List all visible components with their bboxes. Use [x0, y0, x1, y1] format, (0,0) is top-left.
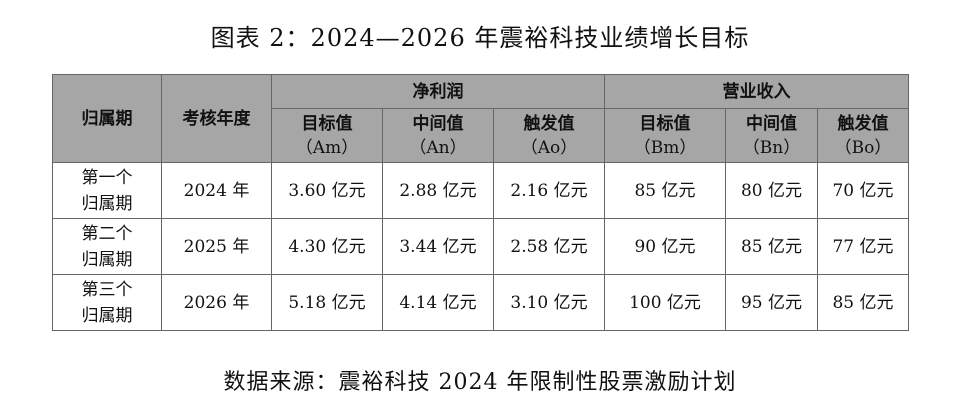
- header-period: 归属期: [52, 74, 162, 163]
- header-net-profit: 净利润: [270, 74, 606, 109]
- bm-cell: 90 亿元: [604, 218, 727, 275]
- period-line1: 第一个: [81, 167, 133, 188]
- year-cell: 2025 年: [161, 218, 272, 275]
- header-label: 触发值: [837, 113, 889, 134]
- header-code: （Ao）: [520, 137, 578, 158]
- header-am: 目标值 （Am）: [271, 108, 383, 163]
- header-row-metrics: 目标值 （Am） 中间值 （An） 触发值 （Ao） 目标值 （Bm） 中间值 （Bn） …: [53, 108, 910, 163]
- period-line2: 归属期: [81, 305, 133, 326]
- bn-cell: 80 亿元: [725, 162, 819, 219]
- table-row: 第一个归属期 2024 年 3.60 亿元 2.88 亿元 2.16 亿元 85…: [52, 162, 910, 219]
- ao-cell: 2.16 亿元: [492, 162, 606, 219]
- period-line1: 第三个: [81, 279, 133, 300]
- figure-title: 图表 2：2024—2026 年震裕科技业绩增长目标: [210, 24, 750, 52]
- header-bn: 中间值 （Bn）: [725, 108, 819, 163]
- performance-target-table: 归属期 考核年度 净利润 营业收入 目标值 （Am） 中间值 （An） 触发值 （Ao…: [52, 74, 910, 331]
- period-line2: 归属期: [81, 249, 133, 270]
- header-label: 触发值: [523, 113, 575, 134]
- table-row: 第二个归属期 2025 年 4.30 亿元 3.44 亿元 2.58 亿元 90…: [52, 218, 910, 275]
- bn-cell: 95 亿元: [725, 274, 819, 331]
- header-code: （Am）: [295, 137, 359, 158]
- bo-cell: 85 亿元: [817, 274, 910, 331]
- period-cell: 第三个 归属期: [52, 274, 162, 331]
- bo-cell: 70 亿元: [817, 162, 910, 219]
- ao-cell: 3.10 亿元: [492, 274, 606, 331]
- period-line2: 归属期: [81, 193, 133, 214]
- header-revenue: 营业收入: [604, 74, 910, 109]
- ao-cell: 2.58 亿元: [492, 218, 606, 275]
- header-code: （Bn）: [742, 137, 801, 158]
- bo-cell: 77 亿元: [817, 218, 910, 275]
- header-code: （Bo）: [834, 137, 892, 158]
- data-source-note: 数据来源：震裕科技 2024 年限制性股票激励计划: [223, 370, 737, 395]
- period-cell: 第一个 归属期: [52, 162, 162, 219]
- period-line1: 第二个: [81, 223, 133, 244]
- header-label: 目标值: [301, 113, 353, 134]
- year-cell: 2024 年: [161, 162, 272, 219]
- an-cell: 2.88 亿元: [382, 162, 494, 219]
- bn-cell: 85 亿元: [725, 218, 819, 275]
- header-ao: 触发值 （Ao）: [492, 108, 606, 163]
- year-cell: 2026 年: [161, 274, 272, 331]
- header-label: 中间值: [746, 113, 798, 134]
- am-cell: 3.60 亿元: [271, 162, 383, 219]
- header-code: （An）: [409, 137, 467, 158]
- an-cell: 3.44 亿元: [382, 218, 494, 275]
- header-label: 中间值: [412, 113, 464, 134]
- header-label: 目标值: [639, 113, 691, 134]
- bm-cell: 85 亿元: [604, 162, 727, 219]
- am-cell: 4.30 亿元: [271, 218, 383, 275]
- header-bm: 目标值 （Bm）: [604, 108, 727, 163]
- an-cell: 4.14 亿元: [382, 274, 494, 331]
- table-row: 第三个归属期 2026 年 5.18 亿元 4.14 亿元 3.10 亿元 10…: [52, 274, 910, 331]
- header-year: 考核年度: [161, 74, 272, 163]
- bm-cell: 100 亿元: [604, 274, 727, 331]
- header-row-groups: 归属期 考核年度 净利润 营业收入: [52, 74, 910, 163]
- period-cell: 第二个 归属期: [52, 218, 162, 275]
- am-cell: 5.18 亿元: [271, 274, 383, 331]
- header-code: （Bm）: [633, 137, 697, 158]
- header-bo: 触发值 （Bo）: [817, 108, 910, 163]
- header-an: 中间值 （An）: [382, 108, 494, 163]
